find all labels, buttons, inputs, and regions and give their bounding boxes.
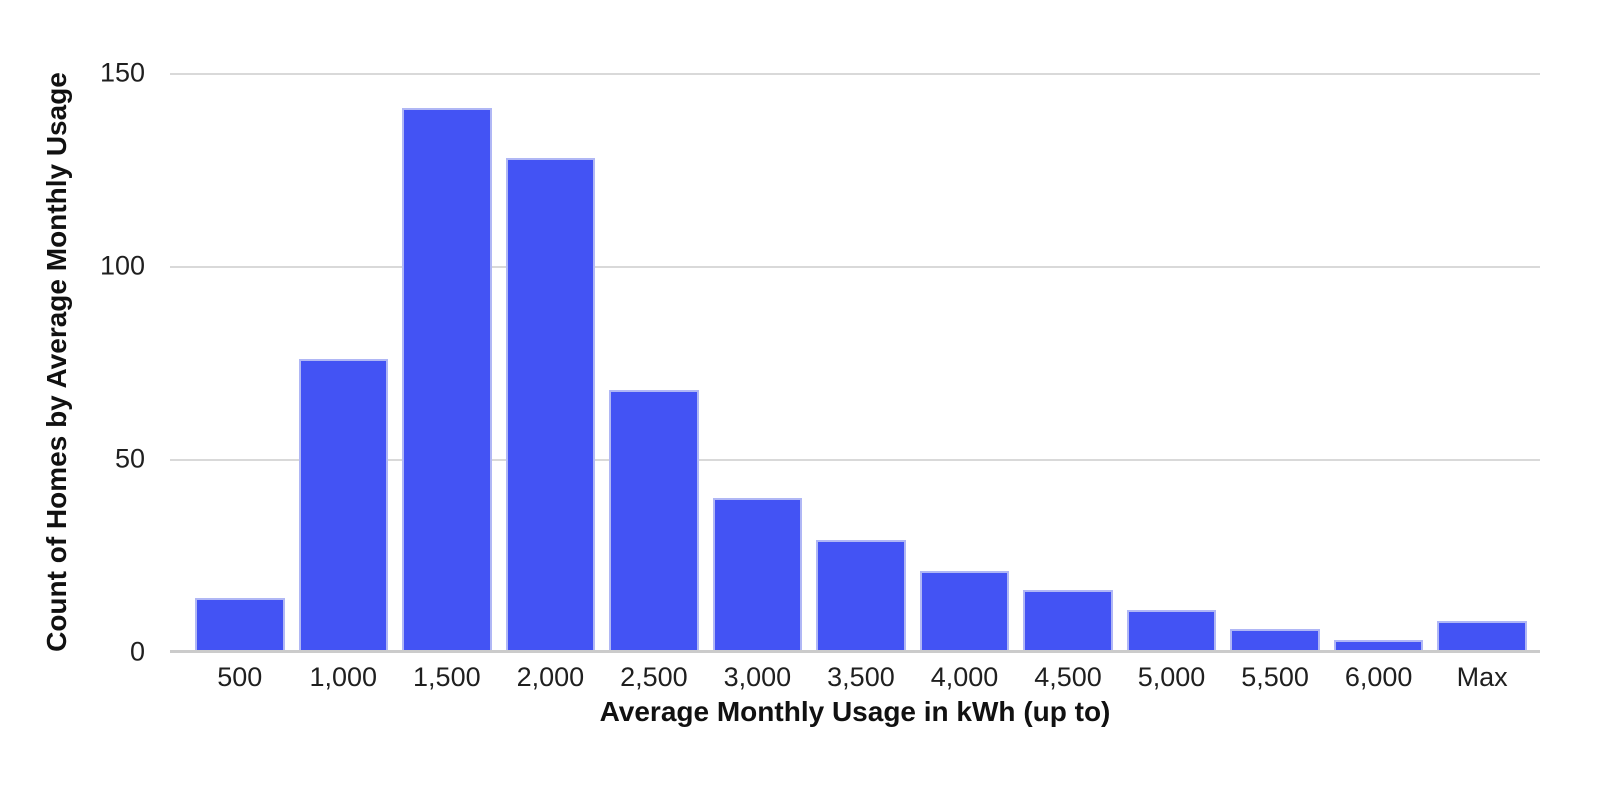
bar-column [1023, 73, 1113, 652]
x-tick-label: 4,000 [930, 662, 999, 692]
x-tick-label: Max [1456, 662, 1508, 692]
gridline [170, 266, 1540, 269]
bar [609, 389, 699, 652]
x-axis-ticks: 500 1,000 1,500 2,000 2,500 3,000 3,500 4,000 4,… [170, 652, 1540, 693]
bar-column [402, 73, 492, 652]
bar [1023, 590, 1113, 652]
y-tick-label: 0 [129, 636, 145, 667]
x-tick-label: 3,000 [723, 662, 792, 692]
y-axis-ticks: 0 50 100 150 [0, 59, 150, 665]
y-tick-label: 50 [114, 443, 145, 474]
bar [816, 540, 906, 652]
bar-column [298, 73, 389, 652]
bar-column [712, 73, 803, 652]
bar [1437, 621, 1527, 652]
x-tick-label: 1,000 [309, 662, 378, 692]
bar [195, 597, 285, 652]
bar-column [816, 73, 906, 652]
x-tick-label: 2,000 [516, 662, 585, 692]
bar-column [505, 73, 596, 652]
bar-column [195, 73, 285, 652]
x-axis-title: Average Monthly Usage in kWh (up to) [599, 696, 1111, 727]
bar-column [1230, 73, 1320, 652]
bar [712, 497, 803, 652]
bar-column [1333, 73, 1424, 652]
y-tick-label: 150 [99, 57, 145, 88]
bar-column [1437, 73, 1527, 652]
x-tick-label: 5,000 [1137, 662, 1206, 692]
bar-column [919, 73, 1010, 652]
x-tick-label: 500 [217, 662, 263, 692]
x-tick-label: 3,500 [827, 662, 895, 692]
x-tick-label: 2,500 [620, 662, 688, 692]
bar [298, 358, 389, 652]
gridline [170, 459, 1540, 462]
gridline [170, 73, 1540, 75]
bar-column [1126, 73, 1217, 652]
bar [402, 107, 492, 652]
y-tick-label: 100 [99, 250, 145, 281]
gridlines [170, 73, 1540, 652]
bar-column [609, 73, 699, 652]
x-tick-label: 4,500 [1034, 662, 1102, 692]
x-axis-line [170, 650, 1540, 653]
plot-area [170, 73, 1540, 653]
x-tick-label: 6,000 [1344, 662, 1413, 692]
bar [505, 157, 596, 652]
bar [919, 570, 1010, 652]
bars [170, 73, 1540, 652]
bar [1333, 640, 1424, 652]
x-tick-label: 1,500 [413, 662, 481, 692]
x-tick-label: 5,500 [1241, 662, 1309, 692]
bar [1126, 609, 1217, 652]
bar [1230, 628, 1320, 652]
